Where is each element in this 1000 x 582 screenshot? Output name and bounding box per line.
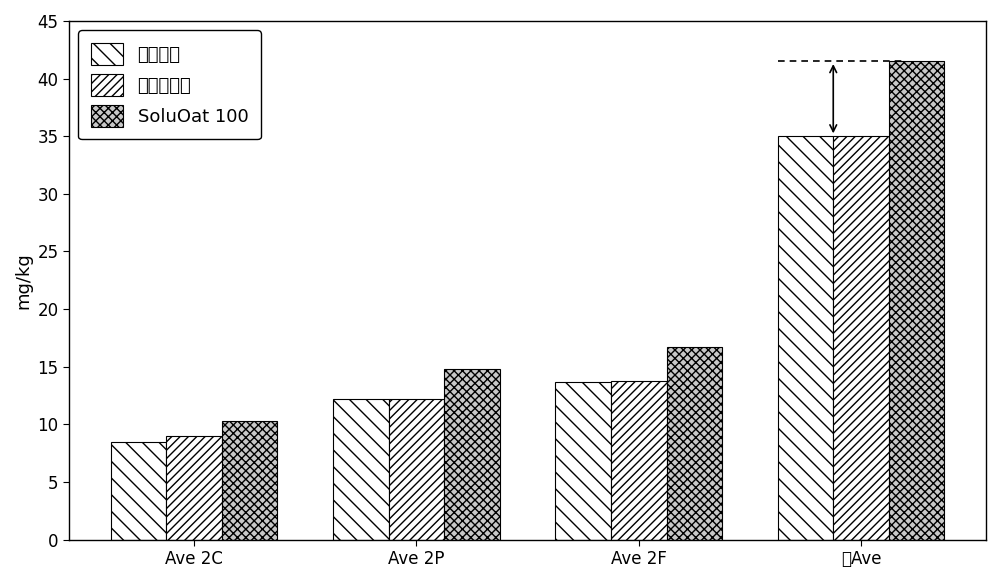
Bar — [833, 136, 889, 540]
Bar — [166, 436, 222, 540]
Bar — [778, 136, 833, 540]
Bar — [889, 61, 944, 540]
Bar — [111, 442, 166, 540]
Bar — [667, 347, 722, 540]
Bar — [444, 369, 500, 540]
Bar — [333, 399, 389, 540]
Bar — [222, 421, 277, 540]
Bar — [611, 381, 667, 540]
Bar — [555, 382, 611, 540]
Y-axis label: mg/kg: mg/kg — [14, 252, 32, 308]
Bar — [389, 399, 444, 540]
Legend: 全燕麦粉, 经挤出的粉, SoluOat 100: 全燕麦粉, 经挤出的粉, SoluOat 100 — [78, 30, 261, 139]
